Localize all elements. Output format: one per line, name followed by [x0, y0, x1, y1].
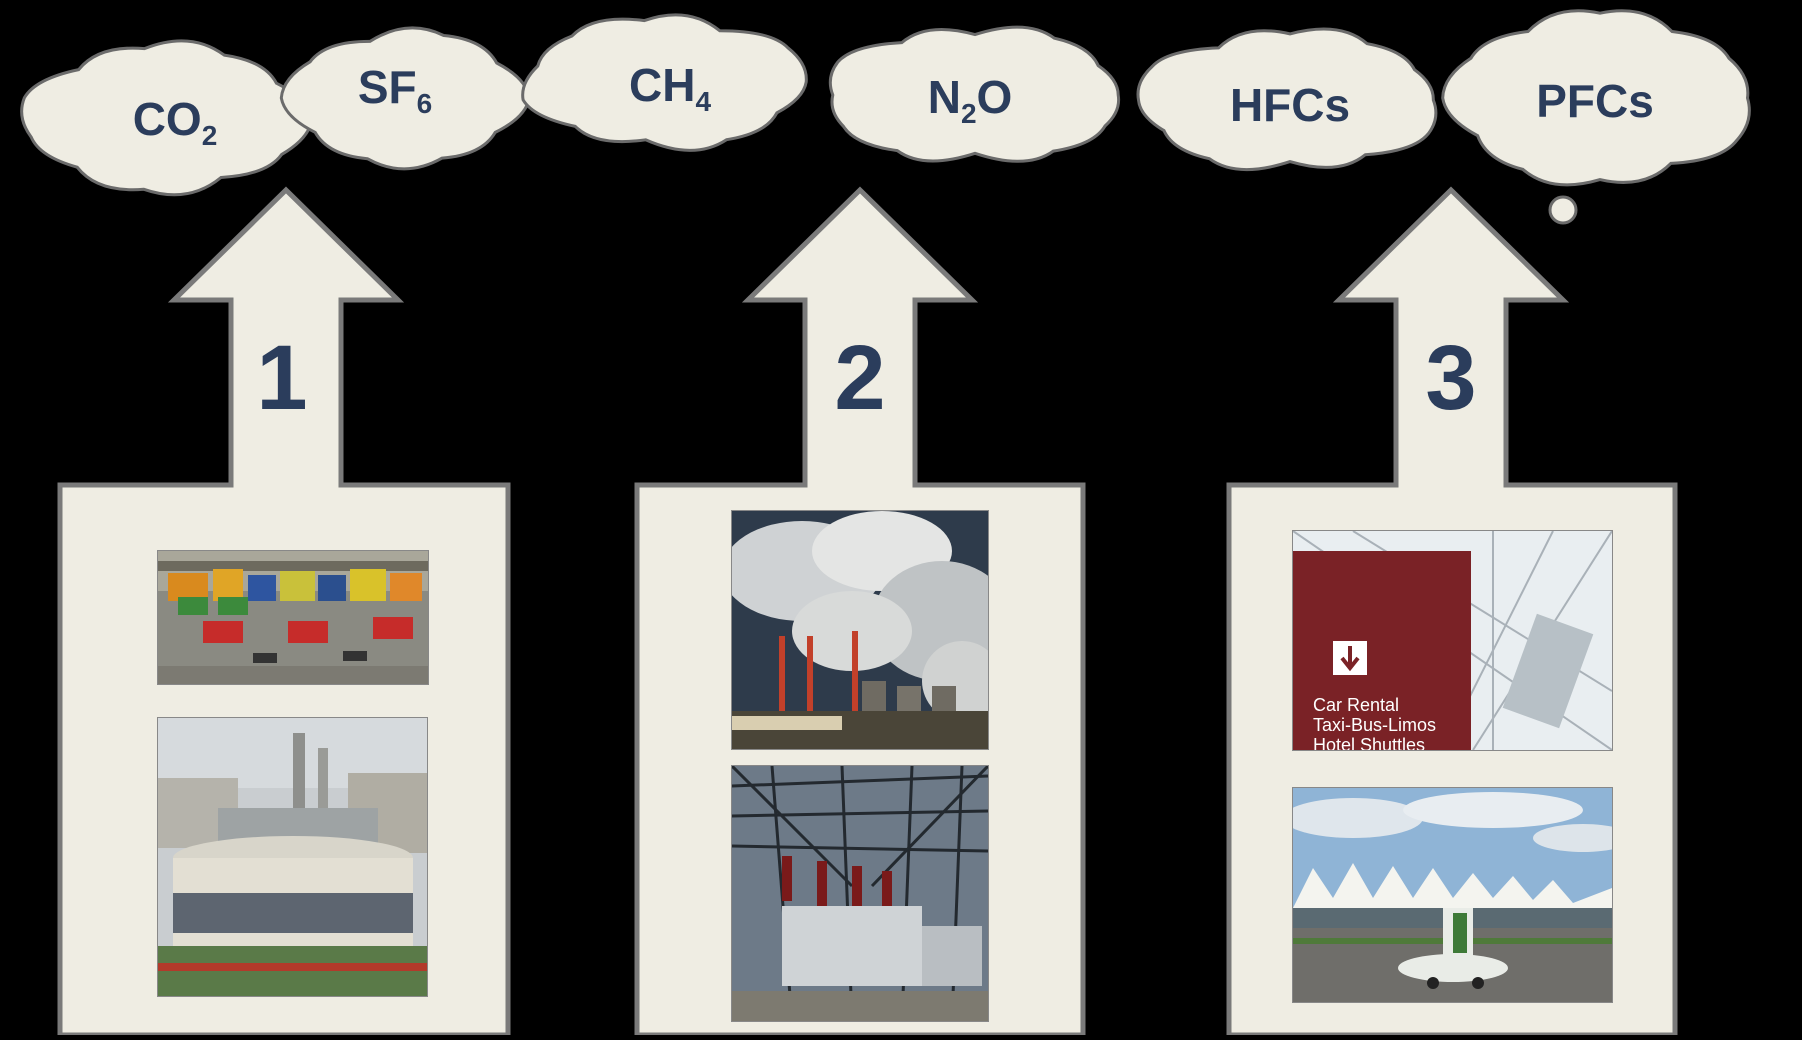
signage-line-1: Car Rental [1313, 695, 1399, 715]
gas-label-co2: CO2 [132, 93, 218, 151]
scope-number-2: 2 [834, 327, 886, 429]
cloud-co2 [20, 39, 314, 197]
cloud-hfcs [1136, 27, 1438, 172]
gas-label-n2o: N2O [927, 71, 1013, 129]
scope-number-1: 1 [256, 327, 308, 429]
airport-terminal-airplane-photo [1292, 787, 1613, 1003]
electrical-substation-photo [731, 765, 989, 1022]
signage-line-2: Taxi-Bus-Limos [1313, 715, 1436, 735]
signage-photo: Car Rental Taxi-Bus-Limos Hotel Shuttles [1292, 530, 1613, 751]
cloud-ch4 [521, 13, 808, 152]
scope-number-3: 3 [1425, 327, 1477, 429]
signage-line-3: Hotel Shuttles [1313, 735, 1425, 750]
gas-label-sf6: SF6 [357, 61, 433, 119]
thought-bubble-dot [1548, 195, 1578, 225]
gas-label-hfcs: HFCs [1229, 79, 1351, 131]
cloud-sf6 [279, 26, 531, 171]
gas-label-ch4: CH4 [628, 59, 712, 117]
central-plant-photo [157, 717, 428, 997]
power-plant-smokestacks-photo [731, 510, 989, 750]
cloud-pfcs [1441, 9, 1751, 187]
cloud-n2o [828, 25, 1121, 163]
vehicle-fleet-photo [157, 550, 429, 685]
gas-label-pfcs: PFCs [1536, 75, 1654, 127]
